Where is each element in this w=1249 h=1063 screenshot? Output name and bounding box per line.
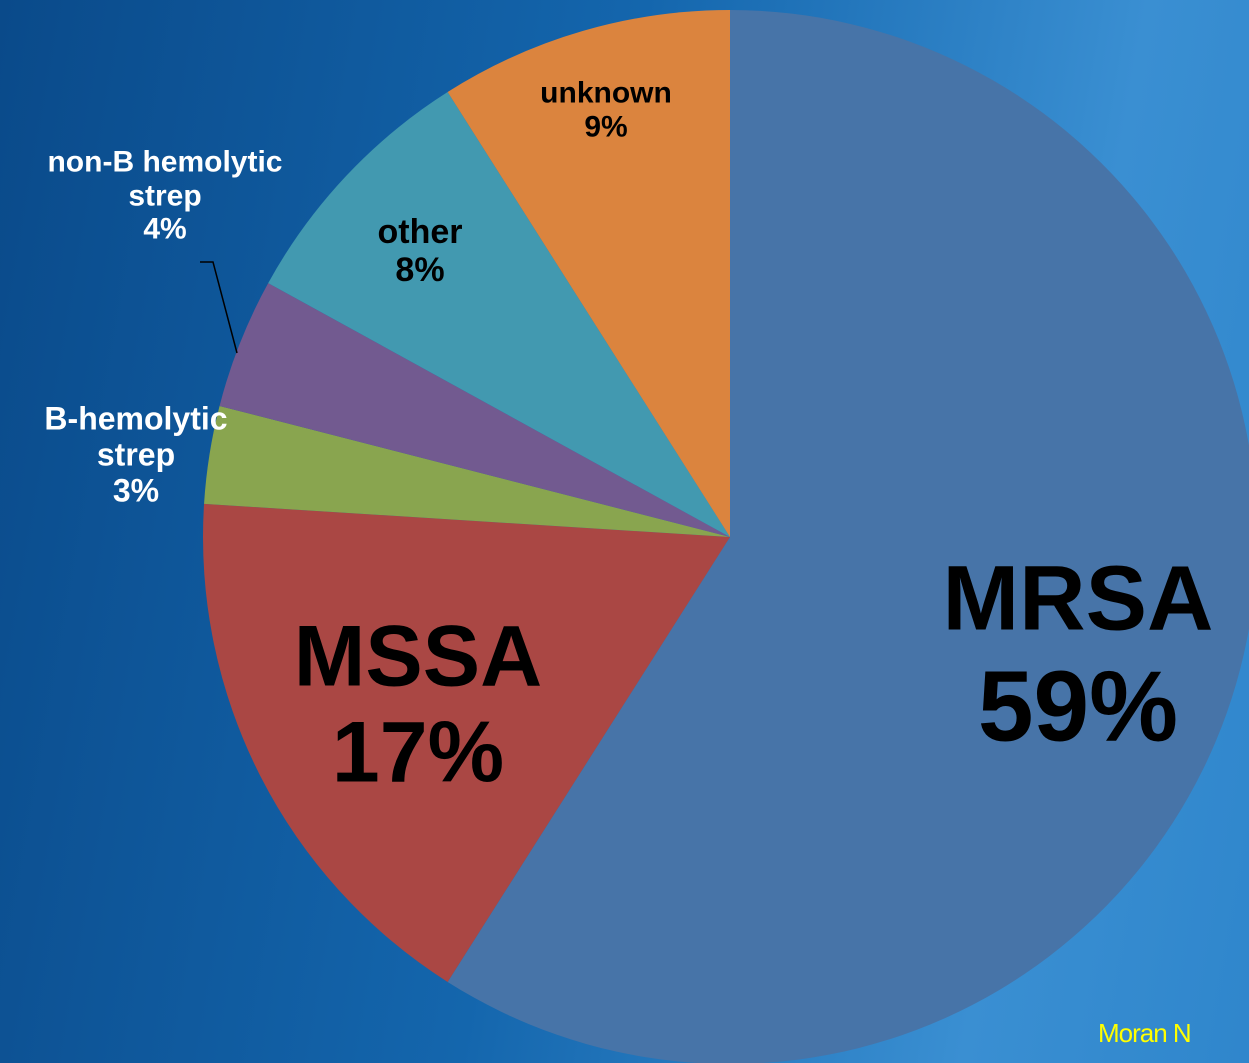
value-label: 4% — [143, 212, 187, 246]
slice-label: non-B hemolytic strep 4% — [15, 146, 315, 247]
category-label: B-hemolytic strep — [44, 400, 228, 473]
slice-label: unknown 9% — [506, 76, 706, 143]
category-label: other — [377, 212, 463, 251]
value-label: 3% — [112, 471, 160, 508]
slice-label: other 8% — [320, 213, 520, 289]
value-label: 59% — [977, 650, 1179, 763]
category-label: MSSA — [293, 608, 543, 705]
source-note: Moran N — [1098, 1018, 1192, 1048]
pie-slice — [219, 283, 730, 537]
pie-slice — [203, 503, 730, 982]
pie-slice — [447, 10, 1249, 1063]
slice-label: B-hemolytic strep 3% — [11, 400, 261, 508]
category-label: non-B hemolytic strep — [47, 145, 283, 213]
leader-line — [200, 261, 238, 354]
pie-slice — [447, 10, 730, 537]
value-label: 8% — [395, 251, 445, 289]
slice-label: MRSA 59% — [918, 547, 1238, 762]
pie-slice — [204, 405, 730, 537]
value-label: 9% — [584, 110, 628, 143]
category-label: unknown — [540, 76, 672, 110]
pie-slice — [268, 92, 730, 537]
slice-label: MSSA 17% — [258, 609, 578, 802]
category-label: MRSA — [942, 547, 1214, 650]
value-label: 17% — [331, 705, 505, 801]
